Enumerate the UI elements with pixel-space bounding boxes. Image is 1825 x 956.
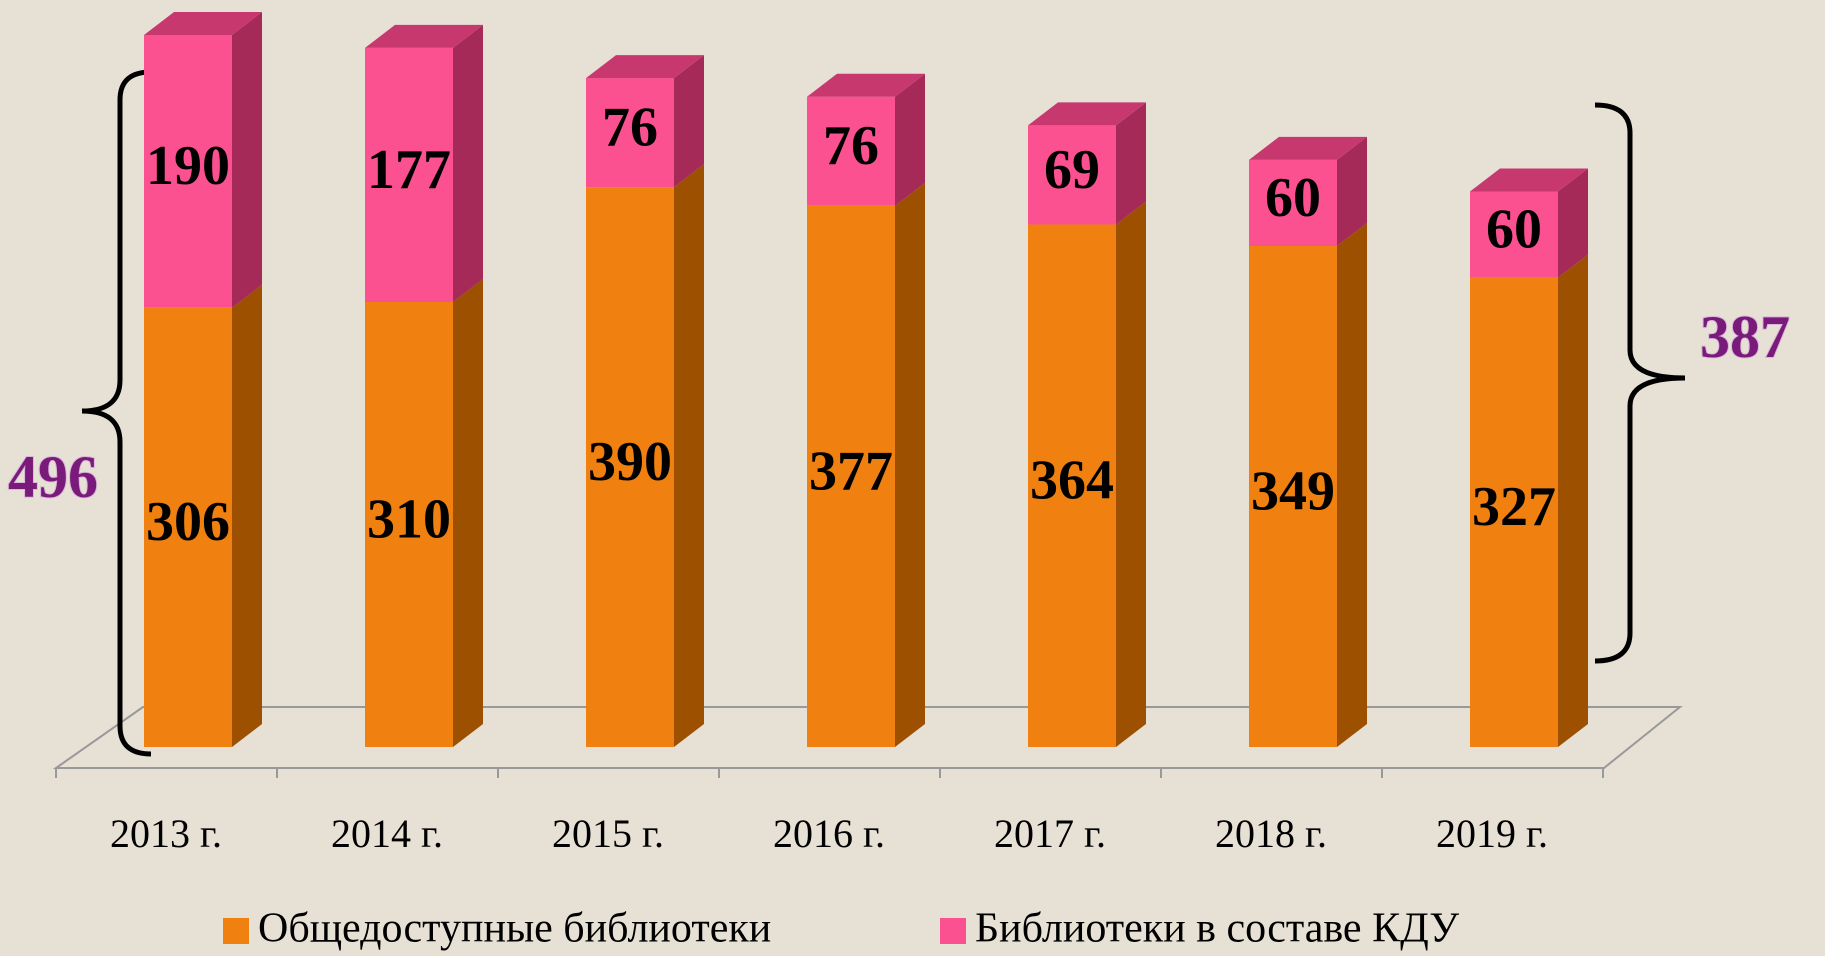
total-annotation: 387: [1700, 304, 1790, 370]
bar-top: [807, 73, 925, 97]
data-label: 60: [1486, 198, 1542, 260]
data-label: 76: [823, 115, 879, 177]
total-annotation: 496: [8, 444, 98, 510]
x-tick-label: 2015 г.: [552, 811, 664, 856]
bar-segment: [586, 78, 674, 188]
bar-segment: [1249, 159, 1337, 247]
left-brace: [81, 69, 152, 757]
data-label: 69: [1044, 139, 1100, 201]
bar-segment: [1470, 191, 1558, 278]
data-label: 76: [602, 96, 658, 158]
x-tick-label: 2013 г.: [110, 811, 222, 856]
data-label: 306: [146, 491, 230, 553]
bar-top: [1470, 168, 1588, 192]
bar-segment: [365, 47, 453, 302]
bar-segment: [807, 205, 895, 748]
bar-segment: [807, 96, 895, 206]
bar-top: [144, 12, 262, 35]
bar-segment: [1028, 224, 1116, 747]
bar-top: [586, 55, 704, 79]
bar-top: [365, 24, 483, 48]
right-brace: [1594, 102, 1686, 664]
legend-label: Библиотеки в составе КДУ: [975, 906, 1459, 952]
bar-segment: [144, 35, 232, 308]
x-tick-label: 2016 г.: [773, 811, 885, 856]
legend-label: Общедоступные библиотеки: [258, 906, 771, 952]
data-label: 310: [367, 488, 451, 550]
data-label: 327: [1472, 476, 1556, 538]
data-label: 60: [1265, 167, 1321, 229]
data-label: 377: [809, 440, 893, 502]
bar-side: [232, 284, 262, 747]
bar-side: [453, 279, 483, 747]
legend-swatch: [223, 918, 249, 944]
bar-side: [1558, 254, 1588, 747]
x-tick-label: 2018 г.: [1215, 811, 1327, 856]
bar-side: [232, 12, 262, 308]
data-label: 349: [1251, 460, 1335, 522]
bar-side: [674, 164, 704, 748]
floor: [52, 706, 1683, 769]
x-tick-label: 2017 г.: [994, 811, 1106, 856]
bar-segment: [1249, 246, 1337, 748]
bar-side: [1558, 168, 1588, 278]
bar-segment: [144, 307, 232, 747]
bar-side: [1337, 136, 1367, 247]
bar-segment: [586, 187, 674, 748]
bar-top: [1028, 102, 1146, 126]
bar-side: [1116, 102, 1146, 225]
legend-swatch: [940, 918, 966, 944]
data-label: 177: [367, 139, 451, 201]
bar-side: [895, 73, 925, 206]
bar-side: [674, 55, 704, 188]
bar-top: [1249, 136, 1367, 160]
bar-segment: [1028, 125, 1116, 225]
bar-side: [1337, 223, 1367, 748]
x-tick-label: 2014 г.: [331, 811, 443, 856]
bar-segment: [1470, 277, 1558, 747]
bar-side: [453, 24, 483, 303]
bar-side: [1116, 201, 1146, 747]
data-label: 190: [146, 135, 230, 197]
data-label: 364: [1030, 450, 1114, 512]
bar-side: [895, 182, 925, 748]
data-label: 390: [588, 431, 672, 493]
x-tick-label: 2019 г.: [1436, 811, 1548, 856]
bar-segment: [365, 302, 453, 747]
